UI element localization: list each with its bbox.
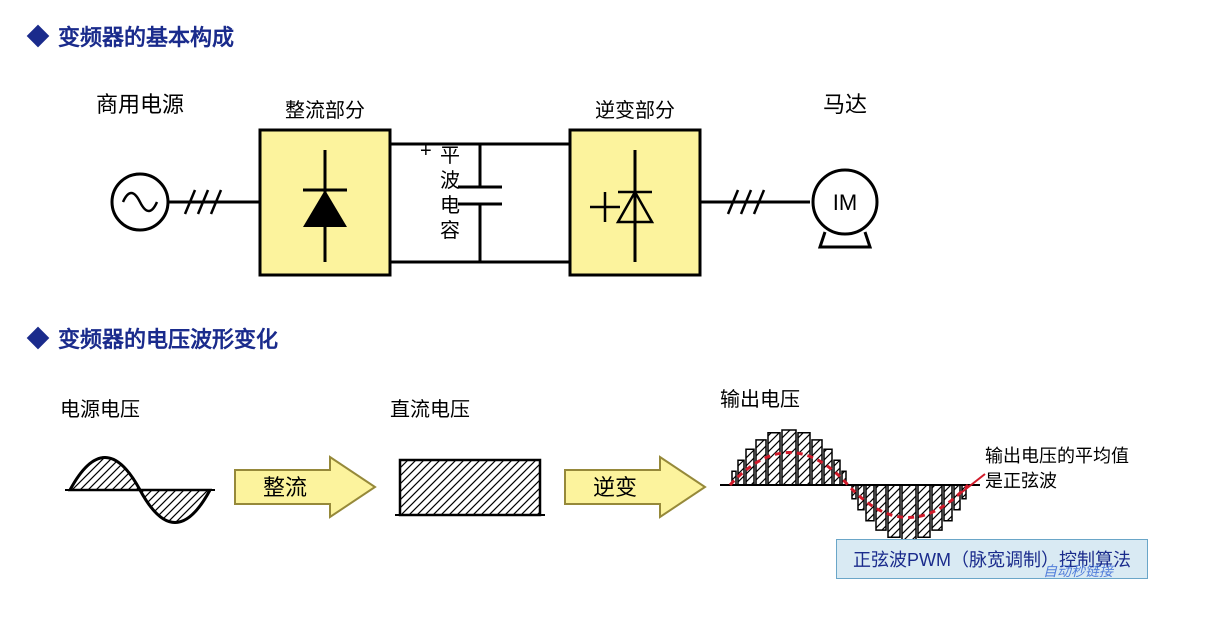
circuit-svg: 商用电源 整流部分 + 平 波 电 容 [90,72,960,282]
inverter-label: 逆变部分 [595,99,675,122]
cap-label-3: 电 [440,194,460,217]
invert-arrow: 逆变 [560,452,710,527]
invert-arrow-text: 逆变 [593,475,637,500]
cap-label-2: 波 [440,169,460,192]
power-source-label: 商用电源 [96,92,184,117]
rectify-arrow: 整流 [230,452,380,527]
section2-title-text: 变频器的电压波形变化 [58,322,278,354]
sine-wave-icon [60,430,220,550]
footer-box: 正弦波PWM（脉宽调制）控制算法 自动秒链接 [836,539,1148,579]
circuit-diagram: 商用电源 整流部分 + 平 波 电 容 [90,72,1198,282]
source-voltage-label: 电源电压 [60,393,220,422]
note-pointer-icon [957,466,987,526]
dc-voltage-label: 直流电压 [390,393,550,422]
cap-label-4: 容 [440,219,460,242]
section2-title: 变频器的电压波形变化 [30,322,1198,354]
diamond-bullet-icon [27,25,50,48]
cap-label-1: 平 [440,145,460,167]
waveform-diagram: 电源电压 整流 直流电压 逆变 输出电压 [60,374,1198,574]
watermark-text: 自动秒链接 [1043,561,1113,581]
section1-title-text: 变频器的基本构成 [58,20,234,52]
sine-icon [123,193,157,211]
rectify-arrow-text: 整流 [263,475,307,500]
output-voltage-block: 输出电压 [720,383,980,565]
dc-wave-icon [390,430,550,550]
cap-plus: + [420,140,432,162]
note-line2: 是正弦波 [985,469,1129,494]
motor-inner-text: IM [833,190,857,215]
dc-voltage-block: 直流电压 [390,393,550,555]
note-line1: 输出电压的平均值 [985,444,1129,469]
diamond-bullet-icon [27,327,50,350]
source-voltage-block: 电源电压 [60,393,220,555]
motor-label: 马达 [823,92,867,117]
rectifier-label: 整流部分 [285,99,365,122]
output-voltage-label: 输出电压 [720,383,980,412]
section1-title: 变频器的基本构成 [30,20,1198,52]
output-note-block: 输出电压的平均值 是正弦波 [985,444,1129,494]
